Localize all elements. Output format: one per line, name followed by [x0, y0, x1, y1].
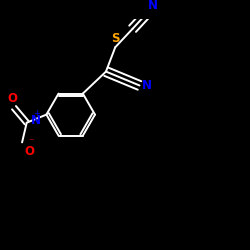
Text: O: O [8, 92, 18, 105]
Text: N: N [148, 0, 158, 12]
Text: N: N [142, 80, 152, 92]
Text: S: S [111, 32, 120, 46]
Text: N: N [31, 114, 41, 127]
Text: ⁻: ⁻ [28, 138, 33, 147]
Text: +: + [34, 108, 40, 118]
Text: O: O [24, 145, 34, 158]
